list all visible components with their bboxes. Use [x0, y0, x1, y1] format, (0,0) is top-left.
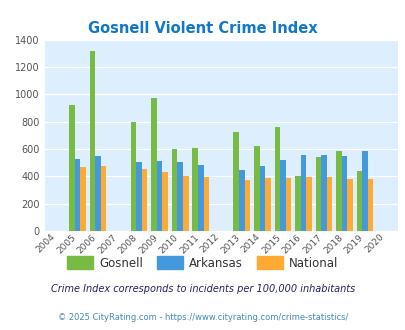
Text: © 2025 CityRating.com - https://www.cityrating.com/crime-statistics/: © 2025 CityRating.com - https://www.city… [58, 313, 347, 322]
Bar [326, 177, 331, 231]
Bar [75, 158, 80, 231]
Bar [183, 176, 188, 231]
Bar [95, 156, 100, 231]
Bar [239, 170, 244, 231]
Bar [279, 160, 285, 231]
Bar [356, 171, 361, 231]
Bar [294, 176, 300, 231]
Bar [367, 179, 373, 231]
Bar [100, 166, 106, 231]
Bar [177, 162, 183, 231]
Bar [244, 180, 249, 231]
Bar [233, 132, 239, 231]
Bar [259, 166, 264, 231]
Bar [305, 177, 311, 231]
Bar [80, 167, 85, 231]
Bar [335, 151, 341, 231]
Bar [192, 148, 198, 231]
Bar [171, 149, 177, 231]
Bar [130, 122, 136, 231]
Bar [156, 161, 162, 231]
Bar [69, 105, 75, 231]
Bar [274, 127, 279, 231]
Legend: Gosnell, Arkansas, National: Gosnell, Arkansas, National [63, 252, 342, 274]
Bar [341, 156, 346, 231]
Bar [361, 151, 367, 231]
Bar [151, 98, 156, 231]
Bar [315, 157, 320, 231]
Bar [203, 177, 209, 231]
Bar [264, 178, 270, 231]
Bar [90, 50, 95, 231]
Bar [300, 155, 305, 231]
Text: Gosnell Violent Crime Index: Gosnell Violent Crime Index [88, 21, 317, 36]
Bar [346, 179, 352, 231]
Bar [254, 146, 259, 231]
Text: Crime Index corresponds to incidents per 100,000 inhabitants: Crime Index corresponds to incidents per… [51, 284, 354, 294]
Bar [142, 170, 147, 231]
Bar [320, 155, 326, 231]
Bar [136, 162, 142, 231]
Bar [162, 172, 168, 231]
Bar [198, 165, 203, 231]
Bar [285, 178, 290, 231]
